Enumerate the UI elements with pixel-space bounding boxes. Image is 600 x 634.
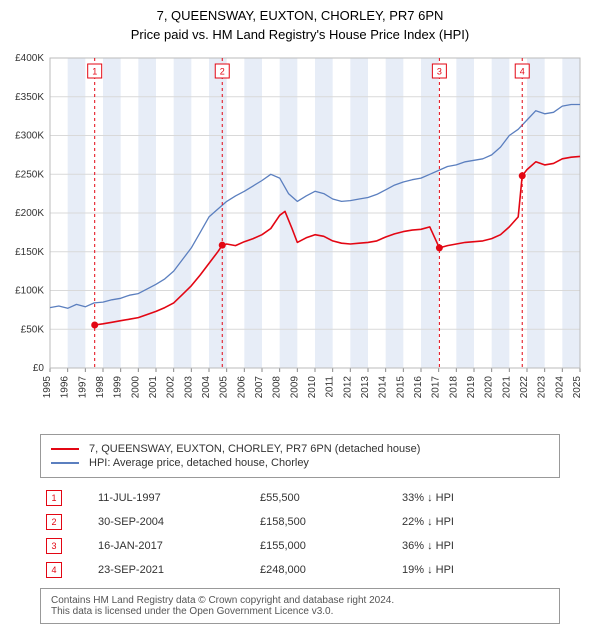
svg-text:2005: 2005 (219, 376, 230, 399)
sale-date: 11-JUL-1997 (92, 486, 254, 510)
title-main: 7, QUEENSWAY, EUXTON, CHORLEY, PR7 6PN (0, 8, 600, 23)
sale-delta: 19% ↓ HPI (396, 558, 560, 582)
sale-delta: 33% ↓ HPI (396, 486, 560, 510)
sale-delta: 22% ↓ HPI (396, 510, 560, 534)
svg-text:2013: 2013 (360, 376, 371, 399)
legend-label: 7, QUEENSWAY, EUXTON, CHORLEY, PR7 6PN (… (89, 443, 420, 455)
svg-text:2016: 2016 (413, 376, 424, 399)
sale-price: £158,500 (254, 510, 396, 534)
svg-text:2022: 2022 (519, 376, 530, 399)
svg-text:3: 3 (437, 67, 442, 77)
svg-text:£50K: £50K (21, 324, 45, 335)
svg-text:2002: 2002 (166, 376, 177, 399)
credits-line: Contains HM Land Registry data © Crown c… (51, 595, 549, 606)
svg-text:2001: 2001 (148, 376, 159, 399)
chart-svg: £0 £50K £100K £150K £200K £250K £300K £350K £400… (0, 48, 600, 428)
svg-text:£250K: £250K (15, 169, 44, 180)
legend: 7, QUEENSWAY, EUXTON, CHORLEY, PR7 6PN (… (40, 434, 560, 478)
svg-text:2009: 2009 (289, 376, 300, 399)
svg-text:1998: 1998 (95, 376, 106, 399)
svg-text:1997: 1997 (77, 376, 88, 399)
svg-text:£350K: £350K (15, 92, 44, 103)
svg-text:2000: 2000 (130, 376, 141, 399)
chart-container: 7, QUEENSWAY, EUXTON, CHORLEY, PR7 6PN P… (0, 0, 600, 624)
svg-text:£200K: £200K (15, 208, 44, 219)
svg-text:2010: 2010 (307, 376, 318, 399)
credits-line: This data is licensed under the Open Gov… (51, 606, 549, 617)
svg-text:1999: 1999 (113, 376, 124, 399)
svg-text:£0: £0 (33, 363, 45, 374)
legend-label: HPI: Average price, detached house, Chor… (89, 457, 309, 469)
sale-price: £248,000 (254, 558, 396, 582)
sale-date: 30-SEP-2004 (92, 510, 254, 534)
svg-text:£400K: £400K (15, 53, 44, 64)
svg-text:2011: 2011 (325, 376, 336, 398)
sale-date: 23-SEP-2021 (92, 558, 254, 582)
svg-text:2006: 2006 (236, 376, 247, 399)
svg-text:£300K: £300K (15, 131, 44, 142)
sale-marker: 2 (46, 514, 62, 530)
svg-text:2008: 2008 (272, 376, 283, 399)
sale-price: £55,500 (254, 486, 396, 510)
sales-table: 1 11-JUL-1997£55,50033% ↓ HPI 2 30-SEP-2004… (40, 486, 560, 582)
chart: £0 £50K £100K £150K £200K £250K £300K £350K £400… (0, 48, 600, 428)
svg-text:2018: 2018 (448, 376, 459, 399)
sale-price: £155,000 (254, 534, 396, 558)
legend-item: 7, QUEENSWAY, EUXTON, CHORLEY, PR7 6PN (… (51, 443, 549, 455)
svg-text:2023: 2023 (537, 376, 548, 399)
svg-text:2021: 2021 (501, 376, 512, 399)
sale-marker: 3 (46, 538, 62, 554)
svg-text:1: 1 (92, 67, 97, 77)
sale-date: 16-JAN-2017 (92, 534, 254, 558)
svg-text:2: 2 (220, 67, 225, 77)
sale-delta: 36% ↓ HPI (396, 534, 560, 558)
svg-text:2024: 2024 (554, 376, 565, 399)
sale-marker: 4 (46, 562, 62, 578)
table-row: 3 16-JAN-2017£155,00036% ↓ HPI (40, 534, 560, 558)
svg-text:2025: 2025 (572, 376, 583, 399)
svg-text:1995: 1995 (42, 376, 53, 399)
title-block: 7, QUEENSWAY, EUXTON, CHORLEY, PR7 6PN P… (0, 0, 600, 42)
svg-text:1996: 1996 (60, 376, 71, 399)
sale-marker: 1 (46, 490, 62, 506)
svg-text:2003: 2003 (183, 376, 194, 399)
svg-text:4: 4 (520, 67, 525, 77)
svg-text:2007: 2007 (254, 376, 265, 399)
table-row: 1 11-JUL-1997£55,50033% ↓ HPI (40, 486, 560, 510)
svg-text:2019: 2019 (466, 376, 477, 399)
svg-text:2020: 2020 (484, 376, 495, 399)
legend-swatch (51, 462, 79, 464)
title-sub: Price paid vs. HM Land Registry's House … (0, 27, 600, 42)
svg-text:£100K: £100K (15, 286, 44, 297)
svg-text:2015: 2015 (395, 376, 406, 399)
legend-swatch (51, 448, 79, 450)
table-row: 4 23-SEP-2021£248,00019% ↓ HPI (40, 558, 560, 582)
credits: Contains HM Land Registry data © Crown c… (40, 588, 560, 624)
svg-text:2014: 2014 (378, 376, 389, 399)
svg-text:£150K: £150K (15, 247, 44, 258)
svg-text:2012: 2012 (342, 376, 353, 399)
svg-text:2017: 2017 (431, 376, 442, 399)
legend-item: HPI: Average price, detached house, Chor… (51, 457, 549, 469)
svg-text:2004: 2004 (201, 376, 212, 399)
table-row: 2 30-SEP-2004£158,50022% ↓ HPI (40, 510, 560, 534)
